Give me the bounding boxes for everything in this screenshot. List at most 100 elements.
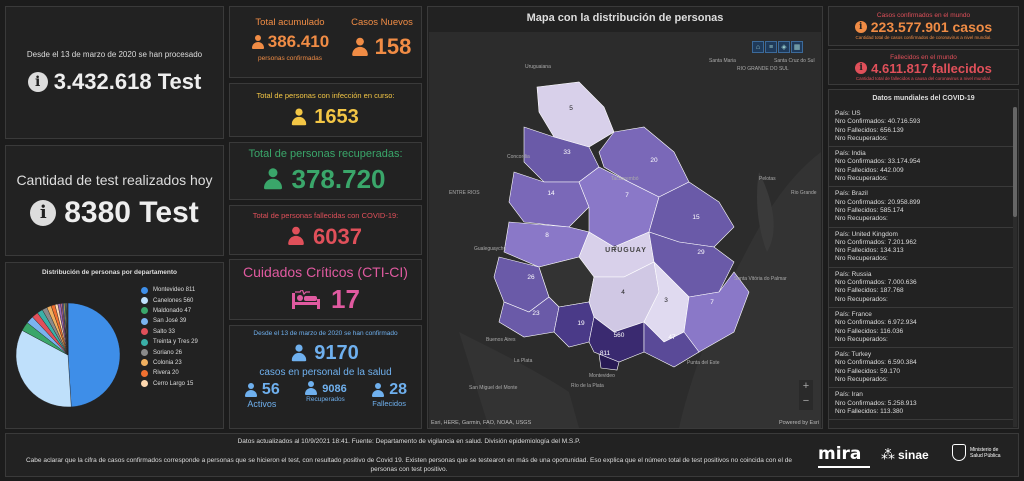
tests-today-panel: Cantidad de test realizados hoy i 8380 T… bbox=[5, 145, 224, 256]
place-label: Punta del Este bbox=[687, 360, 720, 366]
country-deaths: Nro Fallecidos: 656.139 bbox=[835, 126, 904, 134]
department-chart-panel: Distribución de personas por departament… bbox=[5, 262, 224, 429]
place-label: Tacuarembó bbox=[611, 176, 639, 182]
country-deaths: Nro Fallecidos: 585.174 bbox=[835, 206, 904, 214]
legend-label: Maldonado 47 bbox=[153, 307, 192, 314]
country-name: País: Turkey bbox=[835, 351, 872, 359]
place-label: Santa Maria bbox=[709, 58, 736, 64]
world-confirmed-sub: Cantidad total de casos confirmados de c… bbox=[855, 35, 992, 40]
country-recovered: Nro Recuperados: bbox=[835, 295, 888, 303]
tests-total-value: 3.432.618 Test bbox=[53, 69, 202, 94]
total-acumulado-value: 386.410 bbox=[267, 32, 330, 51]
list-item[interactable]: País: Russia Nro Confirmados: 7.000.636 … bbox=[829, 268, 1013, 308]
department-paysandu bbox=[508, 171, 590, 228]
legend-swatch bbox=[141, 369, 148, 377]
info-icon: i bbox=[27, 72, 48, 92]
legend-swatch bbox=[141, 286, 148, 294]
pie-slice[interactable] bbox=[67, 302, 121, 408]
map-canvas[interactable]: 5 33 20 14 7 15 8 2 29 26 4 3 23 7 19 56… bbox=[429, 32, 821, 428]
country-recovered: Nro Recuperados: bbox=[835, 255, 888, 263]
river-plate bbox=[459, 332, 579, 428]
place-label: Gualeguaychú bbox=[474, 246, 506, 252]
country-confirmed: Nro Confirmados: 40.716.593 bbox=[835, 118, 921, 126]
home-icon[interactable]: ⌂ bbox=[752, 41, 764, 53]
shield-icon bbox=[952, 444, 966, 461]
logo-mira: mira bbox=[818, 444, 870, 468]
legend-item[interactable]: Soriano 26 bbox=[141, 347, 223, 357]
logo-msp-text: Ministerio de Salud Pública bbox=[970, 446, 1001, 459]
country-label: URUGUAY bbox=[605, 247, 647, 254]
country-name: País: India bbox=[835, 150, 866, 158]
country-recovered: Nro Recuperados: bbox=[835, 175, 888, 183]
legend-swatch bbox=[141, 338, 148, 346]
legend-swatch bbox=[141, 297, 148, 305]
legend-item[interactable]: Montevideo 811 bbox=[141, 285, 223, 295]
en-curso-title: Total de personas con infección en curso… bbox=[256, 91, 395, 100]
country-confirmed: Nro Confirmados: 6.590.384 bbox=[835, 359, 917, 367]
tests-today-value: 8380 Test bbox=[64, 195, 199, 229]
world-deaths-panel: Fallecidos en el mundo i 4.611.817 falle… bbox=[828, 49, 1019, 85]
person-icon bbox=[291, 108, 308, 127]
casos-nuevos-value: 158 bbox=[374, 34, 412, 59]
salud-subtitle: casos en personal de la salud bbox=[259, 367, 392, 378]
country-name: País: Iran bbox=[835, 391, 863, 399]
list-icon[interactable]: ≡ bbox=[765, 41, 777, 53]
scrollbar[interactable] bbox=[1013, 107, 1017, 427]
world-confirmed-panel: Casos confirmados en el mundo i 223.577.… bbox=[828, 6, 1019, 46]
layers-icon[interactable]: ◈ bbox=[778, 41, 790, 53]
list-item[interactable]: País: Brazil Nro Confirmados: 20.958.899… bbox=[829, 187, 1013, 228]
list-item[interactable]: País: United Kingdom Nro Confirmados: 7.… bbox=[829, 228, 1013, 268]
zoom-in-button[interactable]: + bbox=[802, 380, 810, 392]
country-deaths: Nro Fallecidos: 442.009 bbox=[835, 166, 904, 174]
activos-label: Activos bbox=[247, 399, 277, 409]
info-icon: i bbox=[30, 199, 57, 226]
legend-item[interactable]: Salto 33 bbox=[141, 327, 223, 337]
place-label: Río de la Plata bbox=[571, 383, 604, 389]
salud-caption: Desde el 13 de marzo de 2020 se han conf… bbox=[253, 330, 398, 337]
footer-note: Cabe aclarar que la cifra de casos confi… bbox=[25, 457, 792, 473]
country-deaths: Nro Fallecidos: 187.768 bbox=[835, 287, 904, 295]
legend-swatch bbox=[141, 328, 148, 336]
country-confirmed: Nro Confirmados: 6.972.934 bbox=[835, 319, 917, 327]
scrollbar-thumb[interactable] bbox=[1013, 107, 1017, 217]
en-curso-value: 1653 bbox=[314, 106, 359, 128]
legend-item[interactable]: Canelones 560 bbox=[141, 295, 223, 305]
chart-legend: Montevideo 811 Canelones 560 Maldonado 47 S… bbox=[141, 285, 223, 425]
legend-item[interactable]: Rivera 20 bbox=[141, 368, 223, 378]
legend-swatch bbox=[141, 380, 148, 388]
department-canelones bbox=[588, 316, 645, 363]
place-label: Buenos Aires bbox=[486, 337, 516, 343]
person-icon bbox=[304, 381, 318, 396]
basemap-icon[interactable]: ▦ bbox=[791, 41, 803, 53]
recuperadas-value: 378.720 bbox=[291, 163, 386, 194]
world-confirmed-value: 223.577.901 casos bbox=[870, 19, 993, 35]
place-label: ENTRE RIOS bbox=[449, 190, 480, 196]
legend-item[interactable]: Maldonado 47 bbox=[141, 306, 223, 316]
legend-item[interactable]: Cerro Largo 15 bbox=[141, 379, 223, 389]
dept-value: 26 bbox=[527, 274, 535, 281]
list-item[interactable]: País: India Nro Confirmados: 33.174.954 … bbox=[829, 147, 1013, 188]
world-deaths-value: 4.611.817 fallecidos bbox=[871, 60, 992, 76]
list-item[interactable]: País: Iran Nro Confirmados: 5.258.913 Nr… bbox=[829, 388, 1013, 421]
dept-value: 7 bbox=[625, 192, 629, 199]
list-item[interactable]: País: Turkey Nro Confirmados: 6.590.384 … bbox=[829, 348, 1013, 389]
country-recovered: Nro Recuperados: bbox=[835, 215, 888, 223]
world-confirmed-title: Casos confirmados en el mundo bbox=[876, 12, 971, 19]
country-name: País: US bbox=[835, 110, 861, 117]
world-list[interactable]: País: US Nro Confirmados: 40.716.593 Nro… bbox=[829, 107, 1013, 427]
person-icon bbox=[244, 382, 258, 398]
legend-item[interactable]: Colonia 23 bbox=[141, 358, 223, 368]
zoom-out-button[interactable]: − bbox=[802, 395, 810, 407]
person-icon bbox=[291, 344, 308, 363]
world-deaths-sub: Cantidad total de fallecidos a causa del… bbox=[855, 75, 992, 81]
list-item[interactable]: País: France Nro Confirmados: 6.972.934 … bbox=[829, 308, 1013, 349]
place-label: Rio Grande bbox=[791, 190, 817, 196]
dept-value: 20 bbox=[650, 157, 658, 164]
legend-item[interactable]: San José 39 bbox=[141, 316, 223, 326]
tests-total-caption: Desde el 13 de marzo de 2020 se han proc… bbox=[26, 50, 203, 59]
person-icon bbox=[262, 167, 283, 191]
logo-mira-text: mira bbox=[818, 444, 862, 464]
legend-item[interactable]: Treinta y Tres 29 bbox=[141, 337, 223, 347]
list-item[interactable]: País: US Nro Confirmados: 40.716.593 Nro… bbox=[829, 107, 1013, 148]
place-label: Uruguaiana bbox=[525, 64, 551, 70]
